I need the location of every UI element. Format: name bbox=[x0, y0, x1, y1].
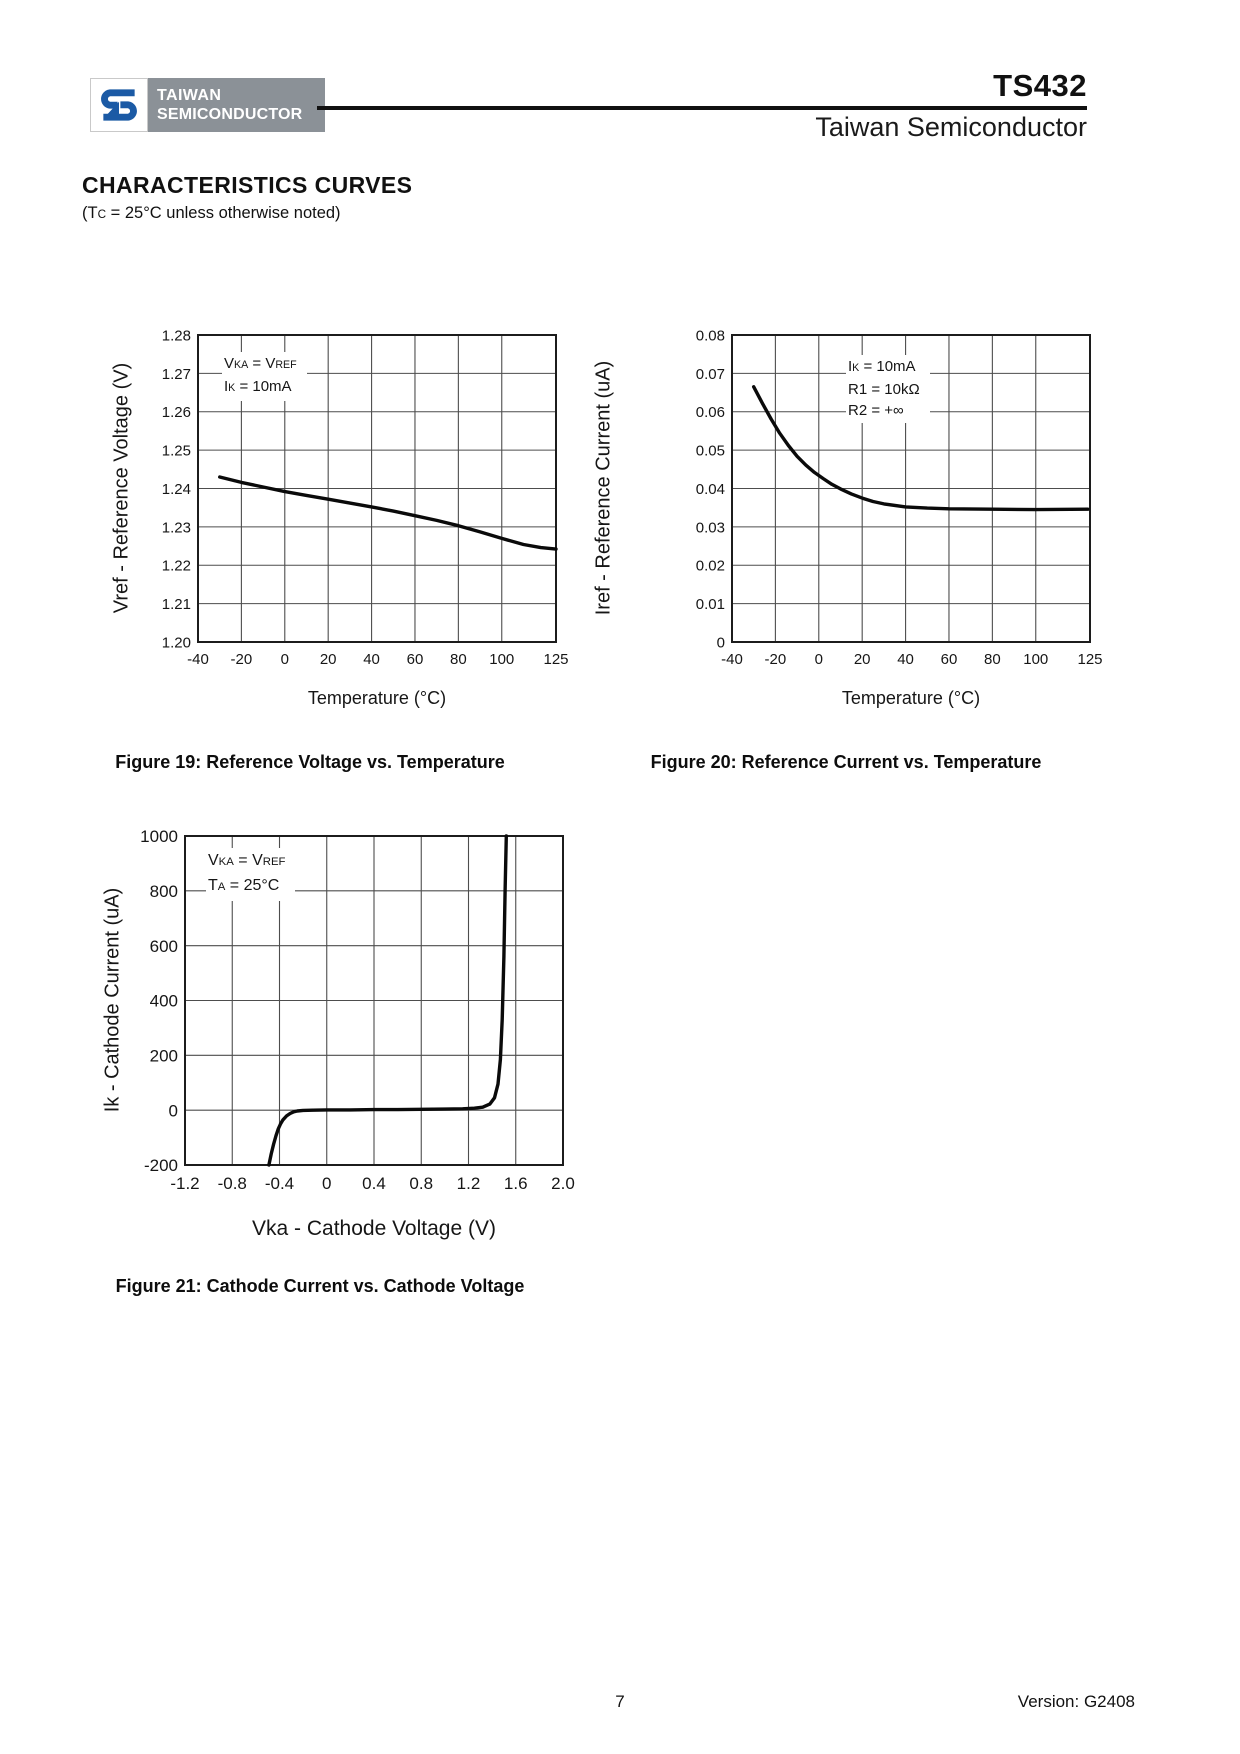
figure-21-curve bbox=[267, 834, 508, 1167]
svg-text:-1.2: -1.2 bbox=[170, 1174, 199, 1193]
svg-text:1.28: 1.28 bbox=[162, 327, 191, 344]
figure-21-y-tick-labels: -200 0 200 400 600 800 1000 bbox=[140, 827, 178, 1175]
svg-text:125: 125 bbox=[543, 651, 568, 668]
svg-text:1.26: 1.26 bbox=[162, 404, 191, 421]
svg-text:1.27: 1.27 bbox=[162, 366, 191, 383]
svg-text:20: 20 bbox=[320, 651, 337, 668]
brand-name: TAIWAN SEMICONDUCTOR bbox=[148, 78, 325, 132]
svg-text:0: 0 bbox=[281, 651, 289, 668]
svg-text:0: 0 bbox=[815, 651, 823, 668]
svg-text:1.25: 1.25 bbox=[162, 443, 191, 460]
svg-text:60: 60 bbox=[941, 651, 958, 668]
svg-text:100: 100 bbox=[1023, 651, 1048, 668]
svg-text:0.03: 0.03 bbox=[696, 519, 725, 536]
section-title: CHARACTERISTICS CURVES bbox=[82, 172, 413, 198]
svg-text:400: 400 bbox=[150, 992, 178, 1011]
figure-21-y-axis-label: Ik - Cathode Current (uA) bbox=[101, 887, 124, 1113]
figure-20-x-axis-label: Temperature (°C) bbox=[842, 688, 980, 708]
svg-text:0.07: 0.07 bbox=[696, 366, 725, 383]
figure-20-caption: Figure 20: Reference Current vs. Tempera… bbox=[650, 752, 1042, 772]
figure-19-curve bbox=[217, 475, 558, 551]
svg-text:125: 125 bbox=[1077, 651, 1102, 668]
page-number: 7 bbox=[615, 1692, 625, 1711]
figure-21-x-tick-labels: -1.2 -0.8 -0.4 0 0.4 0.8 1.2 1.6 2.0 bbox=[170, 1174, 574, 1193]
svg-text:1000: 1000 bbox=[140, 827, 178, 846]
figure-21-x-axis-label: Vka - Cathode Voltage (V) bbox=[252, 1217, 496, 1240]
figure-19-x-axis-label: Temperature (°C) bbox=[308, 688, 446, 708]
svg-text:2.0: 2.0 bbox=[551, 1174, 575, 1193]
svg-text:20: 20 bbox=[854, 651, 871, 668]
svg-text:-20: -20 bbox=[765, 651, 787, 668]
svg-text:0.8: 0.8 bbox=[409, 1174, 433, 1193]
svg-text:1.24: 1.24 bbox=[162, 481, 191, 498]
part-number: TS432 bbox=[993, 68, 1087, 103]
figure-20-y-tick-labels: 0 0.01 0.02 0.03 0.04 0.05 0.06 0.07 0.08 bbox=[696, 327, 725, 651]
figure-19-y-tick-labels: 1.20 1.21 1.22 1.23 1.24 1.25 1.26 1.27 1.28 bbox=[162, 327, 191, 651]
section-subtitle: (TC = 25°C unless otherwise noted) bbox=[82, 204, 341, 222]
svg-text:1.2: 1.2 bbox=[457, 1174, 481, 1193]
svg-text:200: 200 bbox=[150, 1046, 178, 1065]
svg-text:0: 0 bbox=[169, 1101, 178, 1120]
svg-text:600: 600 bbox=[150, 937, 178, 956]
figure-19-y-axis-label: Vref - Reference Voltage (V) bbox=[110, 362, 133, 614]
svg-text:0: 0 bbox=[717, 634, 725, 651]
svg-text:80: 80 bbox=[450, 651, 467, 668]
figure-21-caption: Figure 21: Cathode Current vs. Cathode V… bbox=[115, 1276, 525, 1296]
svg-text:800: 800 bbox=[150, 882, 178, 901]
svg-text:1.20: 1.20 bbox=[162, 634, 191, 651]
svg-text:1.21: 1.21 bbox=[162, 596, 191, 613]
svg-text:80: 80 bbox=[984, 651, 1001, 668]
svg-text:1.22: 1.22 bbox=[162, 558, 191, 575]
figure-21-conditions-annotation: VKA = VREF TA = 25°C bbox=[206, 848, 296, 901]
brand-name-line2: SEMICONDUCTOR bbox=[157, 106, 303, 123]
svg-text:0.05: 0.05 bbox=[696, 443, 725, 460]
svg-text:100: 100 bbox=[489, 651, 514, 668]
svg-text:-20: -20 bbox=[231, 651, 253, 668]
tsc-logo-icon bbox=[90, 78, 148, 132]
svg-text:-0.4: -0.4 bbox=[265, 1174, 294, 1193]
figure-19-conditions-annotation: VKA = VREF IK = 10mA bbox=[222, 352, 307, 401]
figure-19-x-tick-labels: -40 -20 0 20 40 60 80 100 125 bbox=[187, 651, 568, 668]
header-rule bbox=[317, 106, 1087, 110]
figure-20-y-axis-label: Iref - Reference Current (uA) bbox=[592, 360, 615, 616]
svg-text:60: 60 bbox=[407, 651, 424, 668]
svg-text:40: 40 bbox=[363, 651, 380, 668]
figure-19-caption: Figure 19: Reference Voltage vs. Tempera… bbox=[115, 752, 505, 772]
company-name: Taiwan Semiconductor bbox=[815, 112, 1087, 142]
svg-text:0.06: 0.06 bbox=[696, 404, 725, 421]
svg-text:0.02: 0.02 bbox=[696, 558, 725, 575]
brand-logo: TAIWAN SEMICONDUCTOR bbox=[90, 78, 325, 132]
figure-20-x-tick-labels: -40 -20 0 20 40 60 80 100 125 bbox=[721, 651, 1102, 668]
figure-20-conditions-annotation: IK = 10mA R1 = 10kΩ R2 = +∞ bbox=[846, 355, 930, 423]
svg-text:-40: -40 bbox=[721, 651, 743, 668]
svg-text:-0.8: -0.8 bbox=[218, 1174, 247, 1193]
svg-text:0.01: 0.01 bbox=[696, 596, 725, 613]
svg-text:1.23: 1.23 bbox=[162, 519, 191, 536]
svg-text:0.08: 0.08 bbox=[696, 327, 725, 344]
svg-text:-200: -200 bbox=[144, 1156, 178, 1175]
svg-text:0.4: 0.4 bbox=[362, 1174, 386, 1193]
svg-text:0: 0 bbox=[322, 1174, 331, 1193]
svg-text:-40: -40 bbox=[187, 651, 209, 668]
svg-text:0.04: 0.04 bbox=[696, 481, 725, 498]
svg-text:40: 40 bbox=[897, 651, 914, 668]
brand-name-line1: TAIWAN bbox=[157, 87, 222, 104]
svg-text:1.6: 1.6 bbox=[504, 1174, 528, 1193]
version-label: Version: G2408 bbox=[1017, 1692, 1135, 1711]
